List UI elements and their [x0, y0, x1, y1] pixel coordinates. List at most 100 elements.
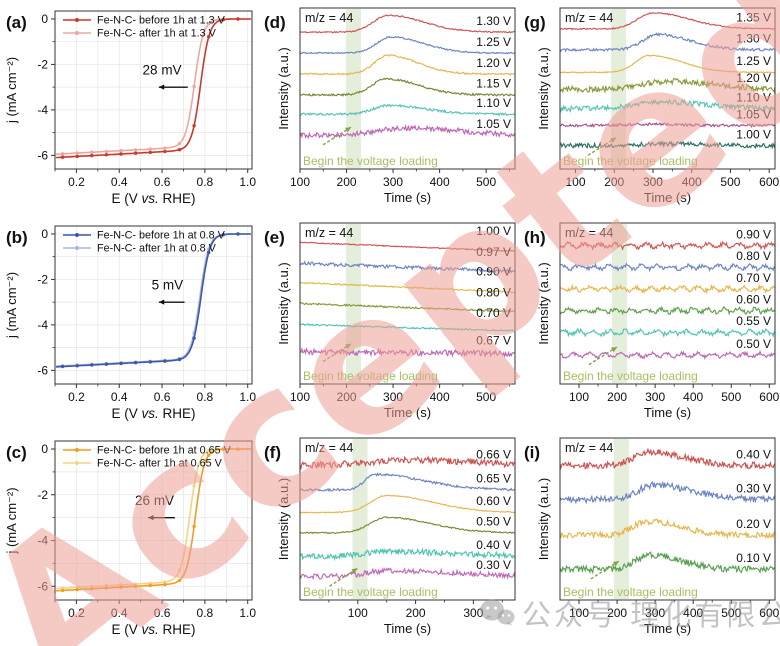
series-voltage-label: 1.05 V — [476, 117, 511, 131]
x-tick-label: 0.6 — [154, 390, 171, 404]
x-tick-label: 600 — [759, 390, 779, 404]
mz-label: m/z = 44 — [305, 441, 353, 455]
voltage-loading-note: Begin the voltage loading — [563, 585, 698, 599]
plot-frame — [54, 225, 253, 385]
panel-g-plot: (g) 1.35 V 1.30 V 1.25 V 1.20 V 1.10 V 1.05 V 1… — [524, 7, 780, 205]
series-line — [299, 566, 516, 581]
x-axis-label: E (V vs. RHE) — [111, 406, 195, 421]
x-tick-label: 200 — [337, 390, 357, 404]
panel-a-plot: (a) Fe-N-C- before 1h at 1.3 VFe-N-C- aft… — [4, 10, 256, 206]
curve-marker — [192, 124, 196, 128]
plot-frame — [559, 7, 776, 170]
panel-d-plot: (d) 1.30 V 1.25 V 1.20 V 1.15 V 1.10 V 1.05 V m… — [264, 7, 516, 205]
curve-marker — [207, 453, 211, 457]
x-tick-label: 300 — [383, 175, 403, 189]
panel-b: (b) Fe-N-C- before 1h at 0.8 V Fe-N-C- aft… — [0, 215, 260, 430]
y-axis-label: Intensity (a.u.) — [276, 47, 291, 129]
series-voltage-label: 0.65 V — [476, 472, 511, 486]
arrow-head — [158, 299, 165, 305]
x-tick-label: 400 — [430, 175, 450, 189]
curve-marker — [207, 35, 211, 39]
legend-label: Fe-N-C- before 1h at 1.3 V — [97, 15, 226, 27]
curve-marker — [133, 151, 138, 155]
voltage-loading-band — [352, 439, 368, 599]
legend-label: Fe-N-C- before 1h at 0.65 V — [97, 445, 232, 457]
plot-frame — [54, 10, 253, 170]
legend-label: Fe-N-C- before 1h at 0.8 V — [97, 230, 226, 242]
mz-label: m/z = 44 — [305, 11, 353, 25]
series-line — [559, 283, 776, 295]
curve-marker — [133, 360, 138, 365]
panel-label: (f) — [264, 443, 281, 462]
series-voltage-label: 0.30 V — [736, 481, 771, 495]
series-voltage-label: 0.60 V — [476, 494, 511, 508]
curve-marker — [192, 336, 196, 340]
x-axis-label: Time (s) — [384, 621, 431, 636]
y-tick-label: -4 — [37, 318, 48, 332]
x-tick-label: 0.8 — [197, 390, 214, 404]
panel-e-plot: (e) 1.00 V 0.97 V 0.90 V 0.80 V 0.70 V 0.67 V m… — [264, 222, 516, 420]
series-line — [299, 103, 516, 117]
polarization-curve — [56, 18, 251, 159]
series-voltage-label: 0.70 V — [476, 306, 511, 320]
series-line — [299, 472, 516, 493]
curve-marker — [163, 146, 167, 150]
curve-marker — [192, 483, 196, 488]
panel-label: (h) — [524, 228, 546, 247]
x-tick-label: 400 — [430, 390, 450, 404]
series-voltage-label: 0.10 V — [736, 551, 771, 565]
x-tick-label: 600 — [759, 606, 779, 620]
legend-marker — [75, 233, 79, 237]
panel-g: (g) 1.35 V 1.30 V 1.25 V 1.20 V 1.10 V 1.05 V 1… — [520, 0, 780, 215]
y-tick-label: 0 — [41, 12, 48, 26]
x-tick-label: 0.8 — [197, 606, 214, 620]
x-tick-label: 100 — [290, 390, 310, 404]
arrow-head — [345, 343, 352, 349]
series-line — [559, 350, 776, 361]
curve-marker — [163, 580, 167, 584]
mz-label: m/z = 44 — [565, 441, 613, 455]
voltage-loading-band — [613, 439, 629, 599]
curve-marker — [207, 449, 211, 453]
x-tick-label: 300 — [383, 390, 403, 404]
arrow-head — [345, 127, 352, 133]
panel-label: (e) — [264, 228, 285, 247]
panel-label: (b) — [6, 228, 28, 247]
x-tick-label: 0.4 — [111, 390, 128, 404]
curve-marker — [192, 524, 196, 529]
series-line — [559, 551, 776, 575]
series-line — [299, 302, 516, 313]
curve-marker — [177, 141, 182, 146]
curve-marker — [90, 587, 94, 591]
series-voltage-label: 1.10 V — [736, 90, 771, 104]
series-line — [299, 14, 516, 34]
y-axis-label: Intensity (a.u.) — [536, 47, 551, 129]
series-line — [559, 447, 776, 471]
x-tick-label: 1.0 — [239, 175, 256, 189]
arrow-line — [587, 137, 617, 156]
panel-c: (c) Fe-N-C- before 1h at 0.65 V Fe-N-C- af… — [0, 430, 260, 646]
curve-marker — [104, 586, 109, 590]
curve-marker — [75, 364, 79, 368]
x-tick-label: 200 — [604, 175, 624, 189]
y-tick-label: -6 — [37, 579, 48, 593]
series-voltage-label: 1.30 V — [476, 14, 511, 28]
series-line — [559, 240, 776, 251]
series-voltage-label: 1.25 V — [476, 35, 511, 49]
panel-a: (a) Fe-N-C- before 1h at 1.3 V Fe-N-C- aft… — [0, 0, 260, 215]
voltage-loading-band — [346, 9, 362, 168]
series-voltage-label: 0.50 V — [476, 514, 511, 528]
series-line — [299, 241, 516, 252]
polarization-curve — [56, 233, 251, 368]
x-axis-label: Time (s) — [384, 405, 431, 420]
y-tick-label: -6 — [37, 148, 48, 162]
series-line — [559, 32, 776, 53]
curve-marker — [207, 250, 211, 255]
curve-marker — [148, 360, 152, 364]
curve-marker — [90, 153, 94, 158]
curve-marker — [207, 22, 211, 26]
series-line — [559, 327, 776, 339]
voltage-loading-band — [611, 224, 627, 383]
